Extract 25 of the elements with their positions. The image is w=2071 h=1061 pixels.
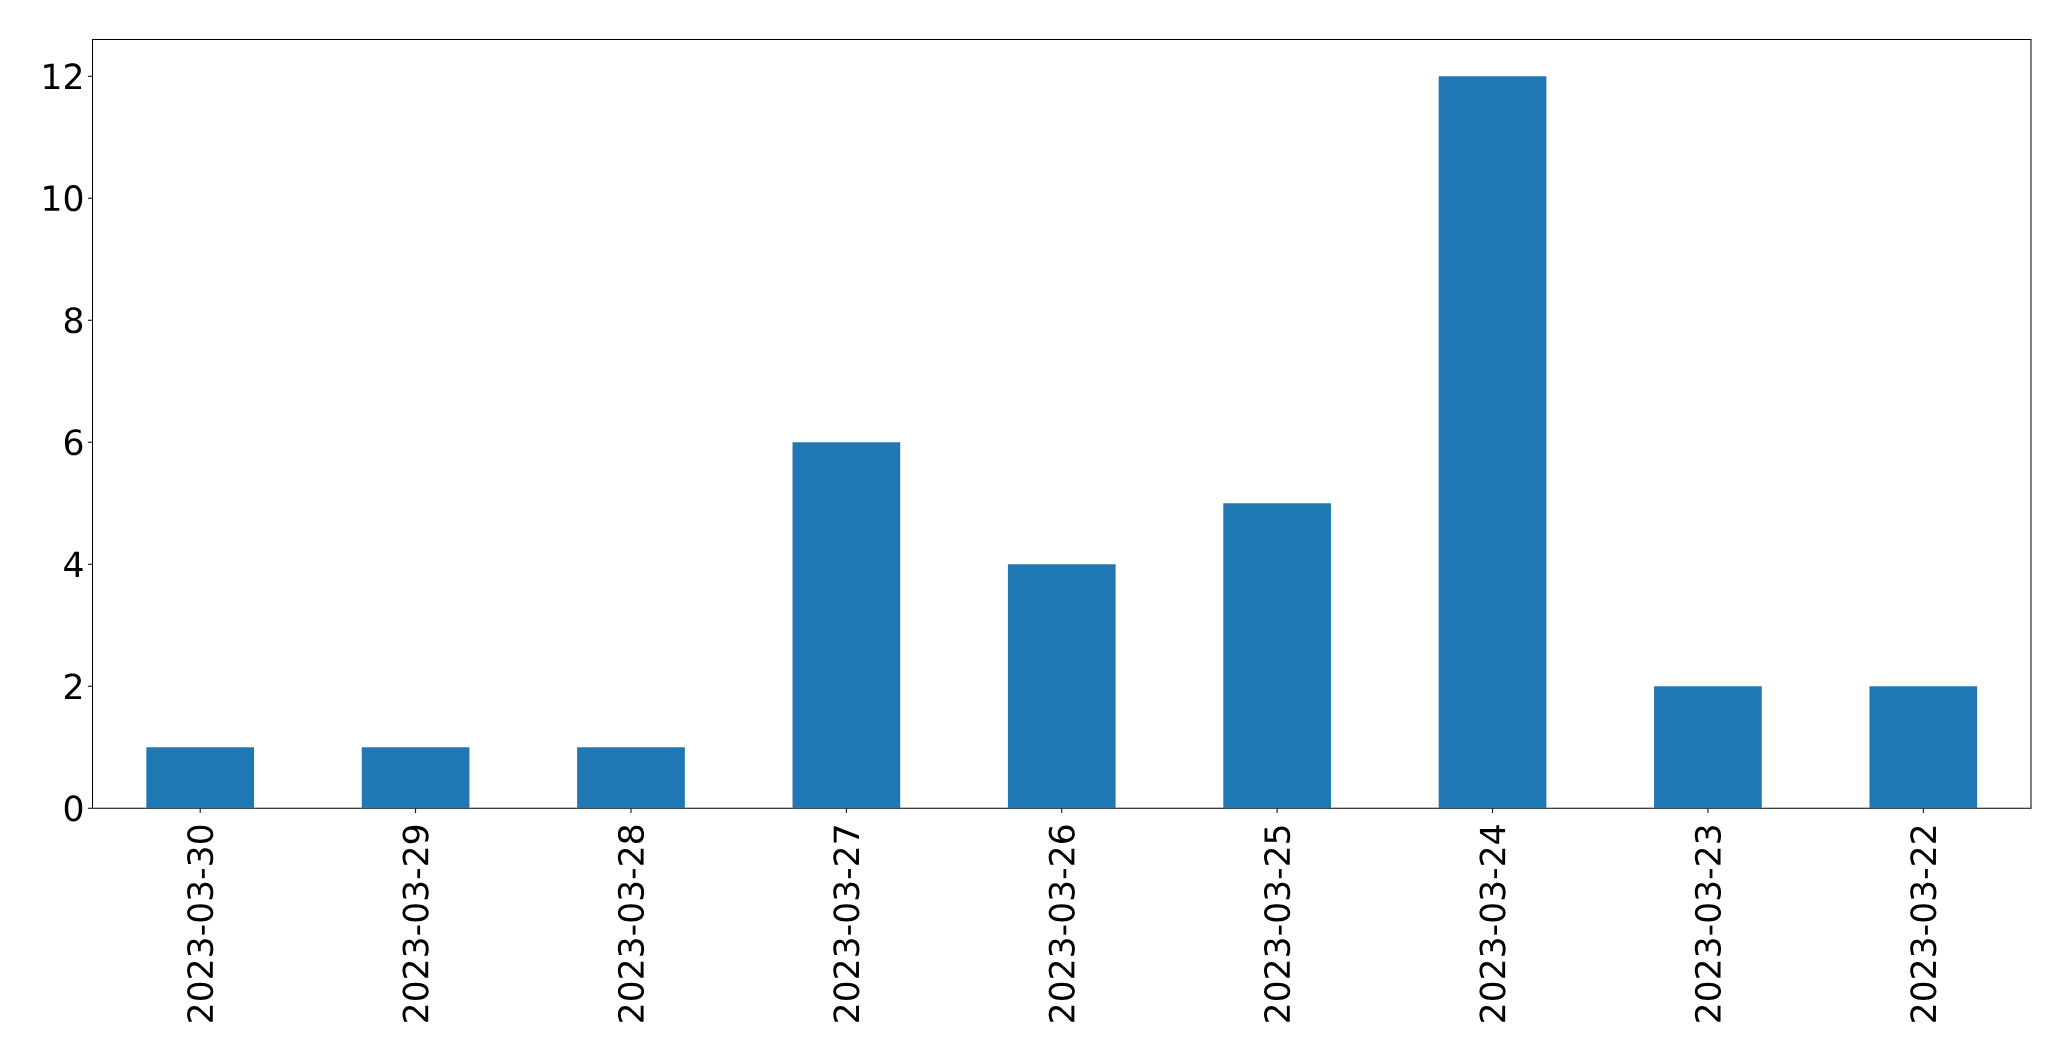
x-tick-label: 2023-03-22 [1910,826,1937,1022]
bar [792,442,901,809]
x-tick-label: 2023-03-27 [833,826,860,1022]
bar [146,747,255,809]
x-tick-label: 2023-03-25 [1264,826,1291,1022]
bar [1223,503,1331,809]
bar [577,747,685,809]
y-tick-label: 4 [64,551,83,577]
x-tick-label: 2023-03-30 [187,825,214,1022]
y-tick-label: 2 [65,673,82,700]
bar [1869,686,1978,809]
x-tick-label: 2023-03-29 [402,825,429,1022]
y-tick-label: 12 [44,63,82,90]
x-tick-label: 2023-03-23 [1694,826,1722,1022]
x-tick-label: 2023-03-28 [617,825,645,1022]
y-tick-label: 0 [64,795,83,822]
bar [1007,564,1116,809]
bar [1438,76,1547,809]
y-tick-label: 10 [44,185,83,212]
bar [1654,686,1762,809]
y-tick-label: 8 [64,307,83,334]
x-tick-label: 2023-03-24 [1479,825,1506,1022]
x-tick-label: 2023-03-26 [1048,825,1075,1022]
bar [361,747,470,809]
y-tick-label: 6 [64,429,83,456]
